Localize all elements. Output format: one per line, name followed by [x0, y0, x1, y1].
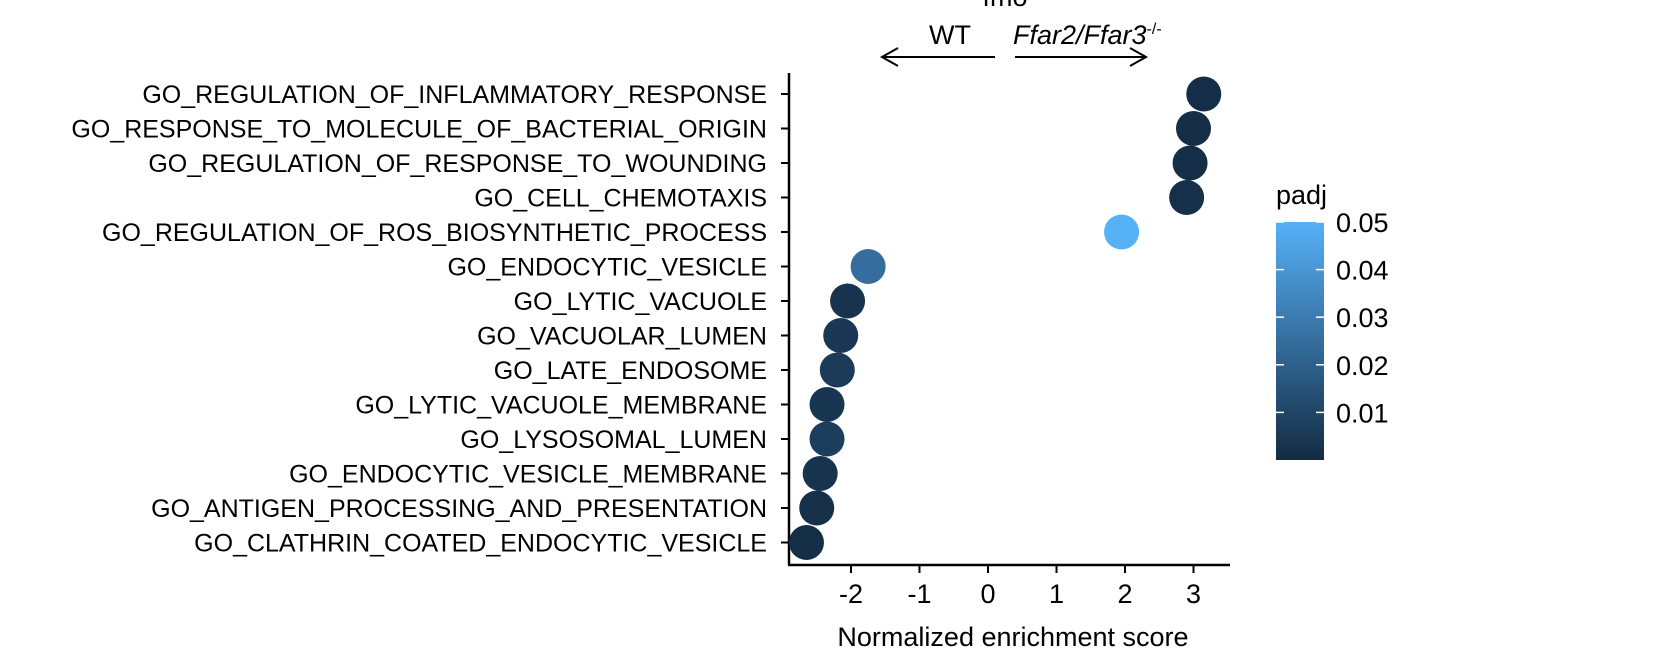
- legend-ticks: [1276, 221, 1324, 414]
- data-point: [799, 490, 835, 526]
- term-label: GO_ANTIGEN_PROCESSING_AND_PRESENTATION: [151, 495, 767, 523]
- data-point: [850, 249, 886, 284]
- term-label: GO_LATE_ENDOSOME: [494, 357, 767, 385]
- term-label: GO_VACUOLAR_LUMEN: [477, 323, 767, 351]
- data-point: [809, 387, 845, 422]
- term-label: GO_CELL_CHEMOTAXIS: [474, 185, 767, 213]
- data-point: [819, 352, 855, 388]
- legend-title: padj: [1276, 180, 1327, 210]
- data-point: [1172, 145, 1208, 181]
- legend-tick-label: 0.01: [1336, 398, 1389, 428]
- data-point: [1186, 76, 1222, 112]
- legend-tick-label: 0.03: [1336, 303, 1389, 333]
- data-point: [823, 318, 859, 353]
- y-axis-ticks: [781, 93, 789, 544]
- knockout-label: Ffar2/Ffar3-/-: [1013, 20, 1162, 50]
- y-axis-labels: GO_REGULATION_OF_INFLAMMATORY_RESPONSE GO…: [71, 81, 767, 558]
- term-label: GO_LYSOSOMAL_LUMEN: [460, 426, 767, 454]
- legend-tick-label: 0.04: [1336, 256, 1389, 286]
- wt-label: WT: [929, 20, 971, 50]
- x-tick-label: 0: [980, 579, 995, 609]
- data-point: [830, 283, 866, 319]
- knockout-gene-label: Ffar2/Ffar3: [1013, 20, 1147, 50]
- x-axis-ticks: [850, 565, 1195, 573]
- term-label: GO_CLATHRIN_COATED_ENDOCYTIC_VESICLE: [194, 530, 767, 558]
- term-label: GO_ENDOCYTIC_VESICLE_MEMBRANE: [289, 461, 767, 489]
- data-points: [788, 76, 1222, 560]
- x-axis-title: Normalized enrichment score: [837, 622, 1188, 652]
- data-point: [809, 421, 845, 457]
- data-point: [788, 525, 824, 560]
- term-label: GO_LYTIC_VACUOLE_MEMBRANE: [355, 392, 767, 420]
- x-axis-labels: -2 -1 0 1 2 3: [839, 579, 1201, 609]
- term-label: GO_LYTIC_VACUOLE: [514, 288, 767, 316]
- x-tick-label: 3: [1186, 579, 1201, 609]
- term-label: GO_RESPONSE_TO_MOLECULE_OF_BACTERIAL_ORI…: [71, 116, 767, 144]
- x-tick-label: 1: [1049, 579, 1064, 609]
- term-label: GO_REGULATION_OF_RESPONSE_TO_WOUNDING: [148, 150, 767, 178]
- right-arrow: [1015, 47, 1149, 67]
- knockout-superscript: -/-: [1147, 21, 1162, 38]
- legend-tick-label: 0.05: [1336, 208, 1389, 238]
- data-point: [1169, 180, 1205, 215]
- data-point: [1176, 111, 1211, 146]
- x-tick-label: -2: [839, 579, 863, 609]
- term-label: GO_REGULATION_OF_INFLAMMATORY_RESPONSE: [142, 81, 767, 109]
- chart-title: fmo: [982, 0, 1027, 12]
- color-legend: padj 0.05 0.04 0.03 0.02 0.01: [1276, 180, 1389, 460]
- legend-colorbar: [1276, 222, 1324, 460]
- direction-header: WT Ffar2/Ffar3-/-: [879, 20, 1162, 67]
- legend-tick-label: 0.02: [1336, 351, 1389, 381]
- data-point: [1104, 214, 1140, 250]
- term-label: GO_REGULATION_OF_ROS_BIOSYNTHETIC_PROCES…: [102, 219, 767, 247]
- term-label: GO_ENDOCYTIC_VESICLE: [447, 254, 767, 282]
- x-tick-label: 2: [1117, 579, 1132, 609]
- x-tick-label: -1: [907, 579, 931, 609]
- data-point: [802, 456, 838, 491]
- legend-labels: 0.05 0.04 0.03 0.02 0.01: [1336, 208, 1389, 428]
- left-arrow: [879, 47, 995, 67]
